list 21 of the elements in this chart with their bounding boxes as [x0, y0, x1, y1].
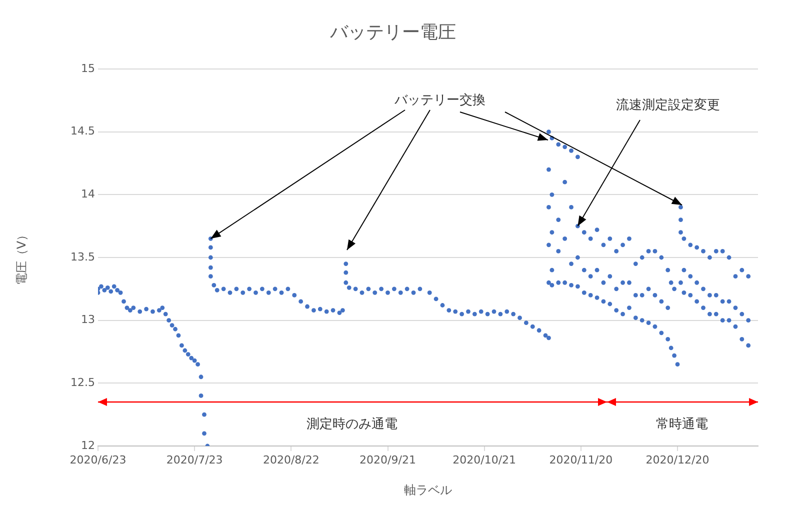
- y-tick-label: 14.5: [70, 124, 95, 138]
- x-tick-label: 2020/10/21: [452, 453, 516, 466]
- y-axis-title: 電圧（V）: [14, 228, 30, 286]
- annotation: 常時通電: [656, 416, 708, 433]
- x-tick-label: 2020/9/21: [360, 453, 416, 466]
- annotation: 流速測定設定変更: [616, 97, 720, 114]
- x-axis-title: 軸ラベル: [403, 482, 453, 499]
- y-tick-label: 12: [81, 438, 95, 452]
- y-tick-label: 13.5: [70, 250, 95, 264]
- x-tick-label: 2020/8/22: [262, 453, 320, 466]
- y-tick-label: 12.5: [70, 376, 95, 390]
- x-tick-label: 2020/12/20: [646, 453, 710, 466]
- x-tick-label: 2020/7/23: [166, 453, 223, 466]
- chart-title: バッテリー電圧: [329, 21, 457, 44]
- annotation: バッテリー交換: [394, 92, 486, 109]
- annotation: 測定時のみ通電: [306, 416, 398, 433]
- y-tick-label: 14: [81, 188, 95, 201]
- y-tick-label: 15: [81, 62, 95, 75]
- y-tick-label: 13: [81, 313, 95, 326]
- x-tick-label: 2020/11/20: [549, 453, 613, 466]
- x-tick-label: 2020/6/23: [70, 453, 126, 466]
